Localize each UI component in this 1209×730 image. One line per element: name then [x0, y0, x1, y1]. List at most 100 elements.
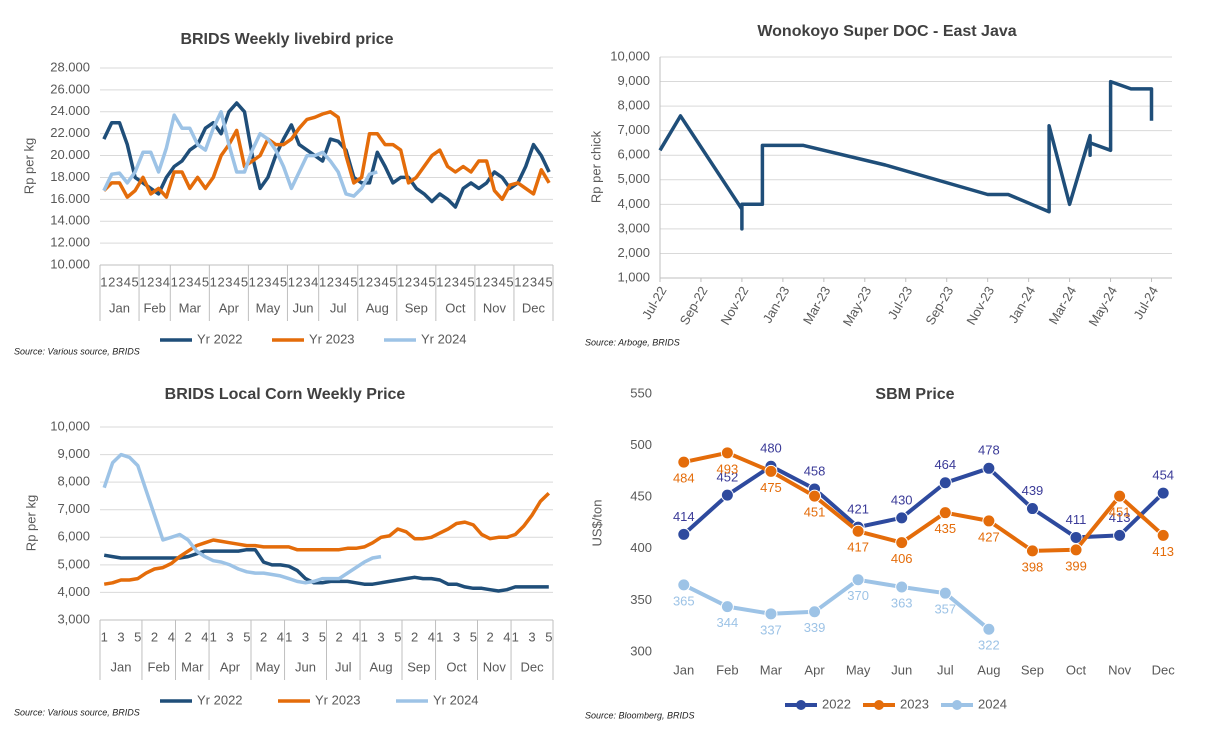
x-tick-label: 4: [499, 274, 506, 289]
data-label: 413: [1109, 510, 1131, 525]
point-marker: [677, 527, 691, 541]
x-tick-label: 2: [366, 274, 373, 289]
x-group-label: Sep: [405, 300, 428, 315]
x-tick-label: 1: [397, 274, 404, 289]
data-label: 439: [1022, 483, 1044, 498]
x-group-label: Nov: [483, 659, 507, 674]
x-tick-label: 4: [201, 629, 208, 644]
point-marker: [938, 506, 952, 520]
data-label: 464: [934, 457, 956, 472]
data-label: 478: [978, 443, 1000, 458]
point-marker: [808, 605, 822, 619]
y-tick-label: 400: [630, 540, 652, 555]
data-label: 451: [804, 505, 826, 520]
x-tick-label: Mar: [760, 662, 783, 677]
x-tick-label: 3: [117, 629, 124, 644]
point-marker: [1113, 528, 1127, 542]
x-tick-label: 2: [256, 274, 263, 289]
y-axis-title: Rp per kg: [23, 495, 38, 551]
x-tick-label: 3: [491, 274, 498, 289]
x-tick-label: 5: [132, 274, 139, 289]
x-tick-label: 5: [389, 274, 396, 289]
x-tick-label: Jan-23: [760, 284, 793, 326]
y-tick-label: 22.000: [50, 125, 90, 140]
legend-label: 2022: [822, 696, 851, 711]
x-tick-label: 1: [361, 629, 368, 644]
x-tick-label: 5: [202, 274, 209, 289]
point-marker: [982, 514, 996, 528]
x-tick-label: 4: [381, 274, 388, 289]
x-tick-label: 2: [405, 274, 412, 289]
x-tick-label: Aug: [977, 662, 1000, 677]
data-label: 452: [717, 470, 739, 485]
data-label: 339: [804, 620, 826, 635]
x-group-label: Jan: [110, 659, 131, 674]
x-group-label: Apr: [219, 300, 240, 315]
y-tick-label: 18.000: [50, 169, 90, 184]
x-tick-label: 2: [108, 274, 115, 289]
x-tick-label: 2: [486, 629, 493, 644]
legend-label: Yr 2024: [433, 692, 479, 707]
y-tick-label: 7,000: [57, 501, 90, 516]
data-label: 475: [760, 480, 782, 495]
y-tick-label: 10,000: [50, 418, 90, 433]
y-axis-title: Rp per kg: [21, 138, 36, 194]
x-tick-label: 1: [139, 274, 146, 289]
x-group-label: Jul: [330, 300, 347, 315]
data-label: 414: [673, 509, 695, 524]
x-tick-label: 3: [186, 274, 193, 289]
data-label: 458: [804, 463, 826, 478]
x-tick-label: 1: [210, 274, 217, 289]
x-tick-label: 5: [241, 274, 248, 289]
x-group-label: May: [256, 300, 281, 315]
x-tick-label: 3: [302, 629, 309, 644]
x-tick-label: Dec: [1152, 662, 1176, 677]
y-tick-label: 4,000: [617, 196, 650, 211]
x-tick-label: Jul: [937, 662, 954, 677]
series-line: [682, 577, 991, 631]
legend-label: Yr 2023: [309, 331, 355, 346]
point-marker: [1025, 544, 1039, 558]
chart-panel: BRIDS Local Corn Weekly Price Rp per kg So…: [14, 386, 554, 717]
x-group-label: Dec: [520, 659, 544, 674]
y-tick-label: 6,000: [57, 529, 90, 544]
x-tick-label: Feb: [716, 662, 738, 677]
x-tick-label: May-23: [840, 284, 875, 329]
x-tick-label: 1: [249, 274, 256, 289]
y-tick-label: 500: [630, 437, 652, 452]
x-tick-label: 3: [264, 274, 271, 289]
x-tick-label: 2: [444, 274, 451, 289]
point-marker: [938, 586, 952, 600]
x-group-label: Sep: [407, 659, 430, 674]
y-tick-label: 3,000: [57, 611, 90, 626]
x-tick-label: 4: [311, 274, 318, 289]
source-note: Source: Various source, BRIDS: [14, 346, 140, 356]
x-group-label: Jun: [295, 659, 316, 674]
x-tick-label: 4: [168, 629, 175, 644]
x-tick-label: 1: [512, 629, 519, 644]
y-tick-label: 5,000: [57, 556, 90, 571]
x-tick-label: Jul-23: [885, 284, 916, 322]
x-tick-label: 3: [226, 629, 233, 644]
point-marker: [851, 573, 865, 587]
y-tick-label: 24.000: [50, 103, 90, 118]
y-tick-label: 9,000: [57, 446, 90, 461]
x-tick-label: 5: [319, 629, 326, 644]
chart-panel: BRIDS Weekly livebird price Rp per kg Sour…: [14, 31, 554, 356]
x-tick-label: 3: [452, 274, 459, 289]
data-label: 363: [891, 595, 913, 610]
point-marker: [677, 578, 691, 592]
x-tick-label: 3: [155, 274, 162, 289]
legend-marker: [952, 700, 962, 710]
x-tick-label: 3: [335, 274, 342, 289]
data-label: 365: [673, 593, 695, 608]
x-tick-label: Jan: [673, 662, 694, 677]
x-group-label: Jul: [335, 659, 352, 674]
x-tick-label: 4: [428, 629, 435, 644]
data-label: 406: [891, 551, 913, 566]
x-tick-label: 3: [116, 274, 123, 289]
point-marker: [895, 536, 909, 550]
x-group-label: Feb: [143, 300, 165, 315]
y-tick-label: 28.000: [50, 59, 90, 74]
chart-title: BRIDS Weekly livebird price: [180, 31, 393, 48]
